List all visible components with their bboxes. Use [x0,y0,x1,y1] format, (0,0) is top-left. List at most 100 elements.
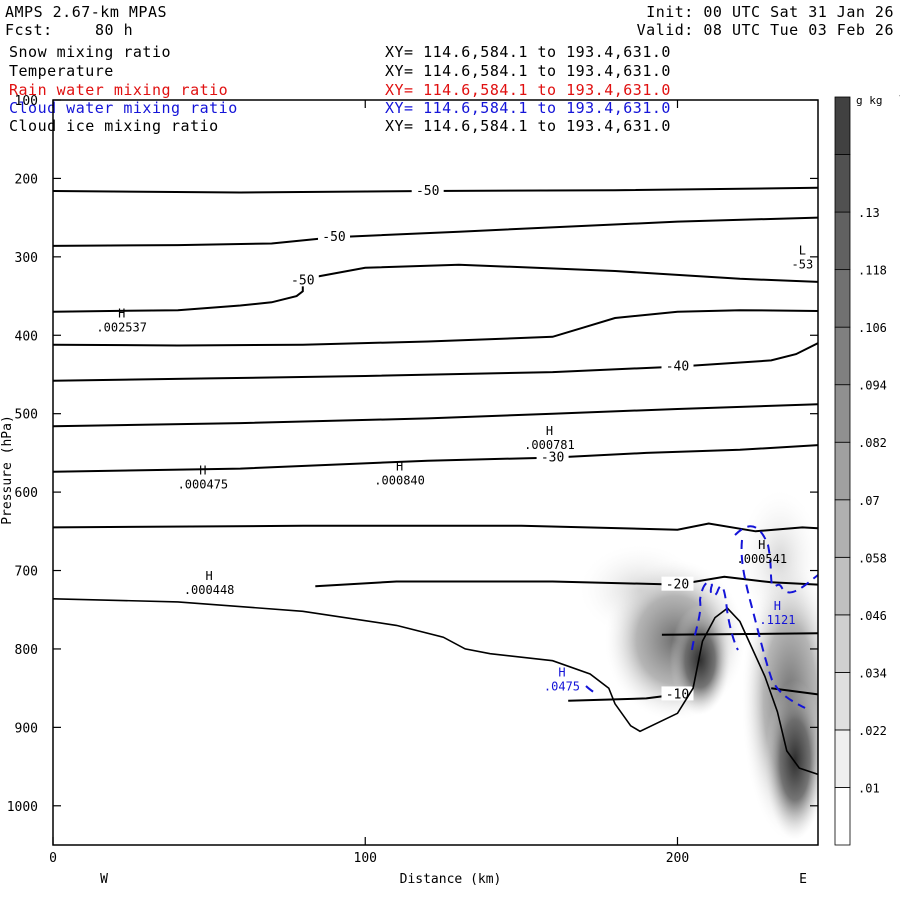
y-tick-label: 800 [15,643,38,658]
colorbar-label: .07 [858,494,880,508]
east-label: E [799,872,807,887]
snow-shading [580,490,818,840]
extremum-marker: L [799,244,806,258]
y-tick-label: 200 [15,172,38,187]
extremum-value: .1121 [759,613,795,627]
colorbar-box [834,154,851,213]
colorbar-label: .034 [858,666,887,680]
colorbar: .01 .022 .034 .046 .058 .07 .082 .094 .106 .118 .1… [834,91,900,846]
y-tick-label: 700 [15,565,38,580]
extremum-value: -53 [792,258,814,272]
y-axis-label: Pressure (hPa) [0,415,15,525]
temperature-contour [53,444,818,473]
temperature-contour-label: -40 [666,360,689,375]
colorbar-box [834,441,851,501]
temperature-contour [661,632,818,636]
extremum-marker: H [558,666,565,680]
plot-frame [52,99,819,846]
cloud-water-contour [734,525,818,594]
valid-time: Valid: 08 UTC Tue 03 Feb 26 [636,21,894,39]
extremum-marker: H [758,538,765,552]
extremum-marker: H [199,463,206,477]
colorbar-label: .046 [858,609,887,623]
extremum-marker: H [774,599,781,613]
temperature-contour [53,522,818,533]
legend-snow: Snow mixing ratio [9,43,172,61]
cloud-water-contour [740,539,806,709]
colorbar-unit-exponent: -1 [898,91,900,100]
colorbar-box [834,729,851,788]
temperature-contour-label: -50 [322,230,345,245]
y-tick-label: 900 [15,721,38,736]
colorbar-label: .058 [858,551,887,565]
colorbar-label: .082 [858,436,887,450]
temperature-contour-label: -10 [666,687,689,702]
legend-rain: Rain water mixing ratio [9,81,229,99]
x-tick-label: 200 [666,851,689,866]
legend-cloud-water: Cloud water mixing ratio [9,99,238,117]
legend-cloud-ice: Cloud ice mixing ratio [9,117,219,135]
colorbar-label: .106 [858,321,887,335]
legend-temperature-xy: XY= 114.6,584.1 to 193.4,631.0 [385,62,671,80]
y-tick-label: 300 [15,251,38,266]
legend-cloud-water-xy: XY= 114.6,584.1 to 193.4,631.0 [385,99,671,117]
extremum-value: .000840 [374,473,425,487]
extremum-value: .000541 [737,552,788,566]
extremum-marker: H [206,569,213,583]
colorbar-label: .01 [858,781,880,795]
colorbar-label: .13 [858,206,880,220]
temperature-contour [53,216,818,247]
colorbar-box [834,614,851,673]
legend-cloud-ice-xy: XY= 114.6,584.1 to 193.4,631.0 [385,117,671,135]
colorbar-box [834,556,851,616]
temperature-contour-label: -50 [416,184,439,199]
chart-title: AMPS 2.67-km MPAS [5,3,168,21]
legend-rain-xy: XY= 114.6,584.1 to 193.4,631.0 [385,81,671,99]
colorbar-unit: g kg [856,94,883,107]
x-axis-label: Distance (km) [400,872,502,887]
colorbar-label: .094 [858,379,887,393]
x-tick-label: 0 [49,851,57,866]
colorbar-box [834,671,851,731]
forecast-label: Fcst: [5,21,53,39]
y-tick-label: 600 [15,486,38,501]
extremum-value: .002537 [96,320,147,334]
temperature-contour-label: -30 [541,451,564,466]
colorbar-label: .022 [858,724,887,738]
temperature-contour [53,263,818,313]
x-tick-label: 100 [354,851,377,866]
colorbar-box [834,96,851,155]
extremum-marker: H [396,459,403,473]
extremum-value: .000781 [524,438,575,452]
colorbar-box [834,384,851,443]
colorbar-box [834,787,851,846]
cloud-water-contour [585,685,597,695]
init-time: Init: 00 UTC Sat 31 Jan 26 [646,3,894,21]
y-tick-label: 100 [15,94,38,109]
colorbar-box [834,499,851,558]
temperature-contour [53,309,818,347]
extremum-marker: H [118,306,125,320]
extremum-value: .000475 [178,477,229,491]
extremum-value: .000448 [184,583,235,597]
y-tick-label: 400 [15,329,38,344]
colorbar-label: .118 [858,264,887,278]
colorbar-box [834,269,851,328]
terrain-outline [53,598,818,776]
temperature-contour-label: -20 [666,578,689,593]
temperature-contour [53,403,818,428]
temperature-contour [53,342,818,382]
legend-temperature: Temperature [9,62,114,80]
y-tick-label: 1000 [7,800,38,815]
legend-snow-xy: XY= 114.6,584.1 to 193.4,631.0 [385,43,671,61]
y-tick-label: 500 [15,408,38,423]
extremum-value: .0475 [544,680,580,694]
colorbar-box [834,326,851,386]
extremum-marker: H [546,424,553,438]
west-label: W [100,872,108,887]
cloud-water-contours [585,525,818,709]
forecast-hours: 80 h [95,21,134,39]
colorbar-box [834,211,851,271]
cloud-water-contour [691,581,739,651]
